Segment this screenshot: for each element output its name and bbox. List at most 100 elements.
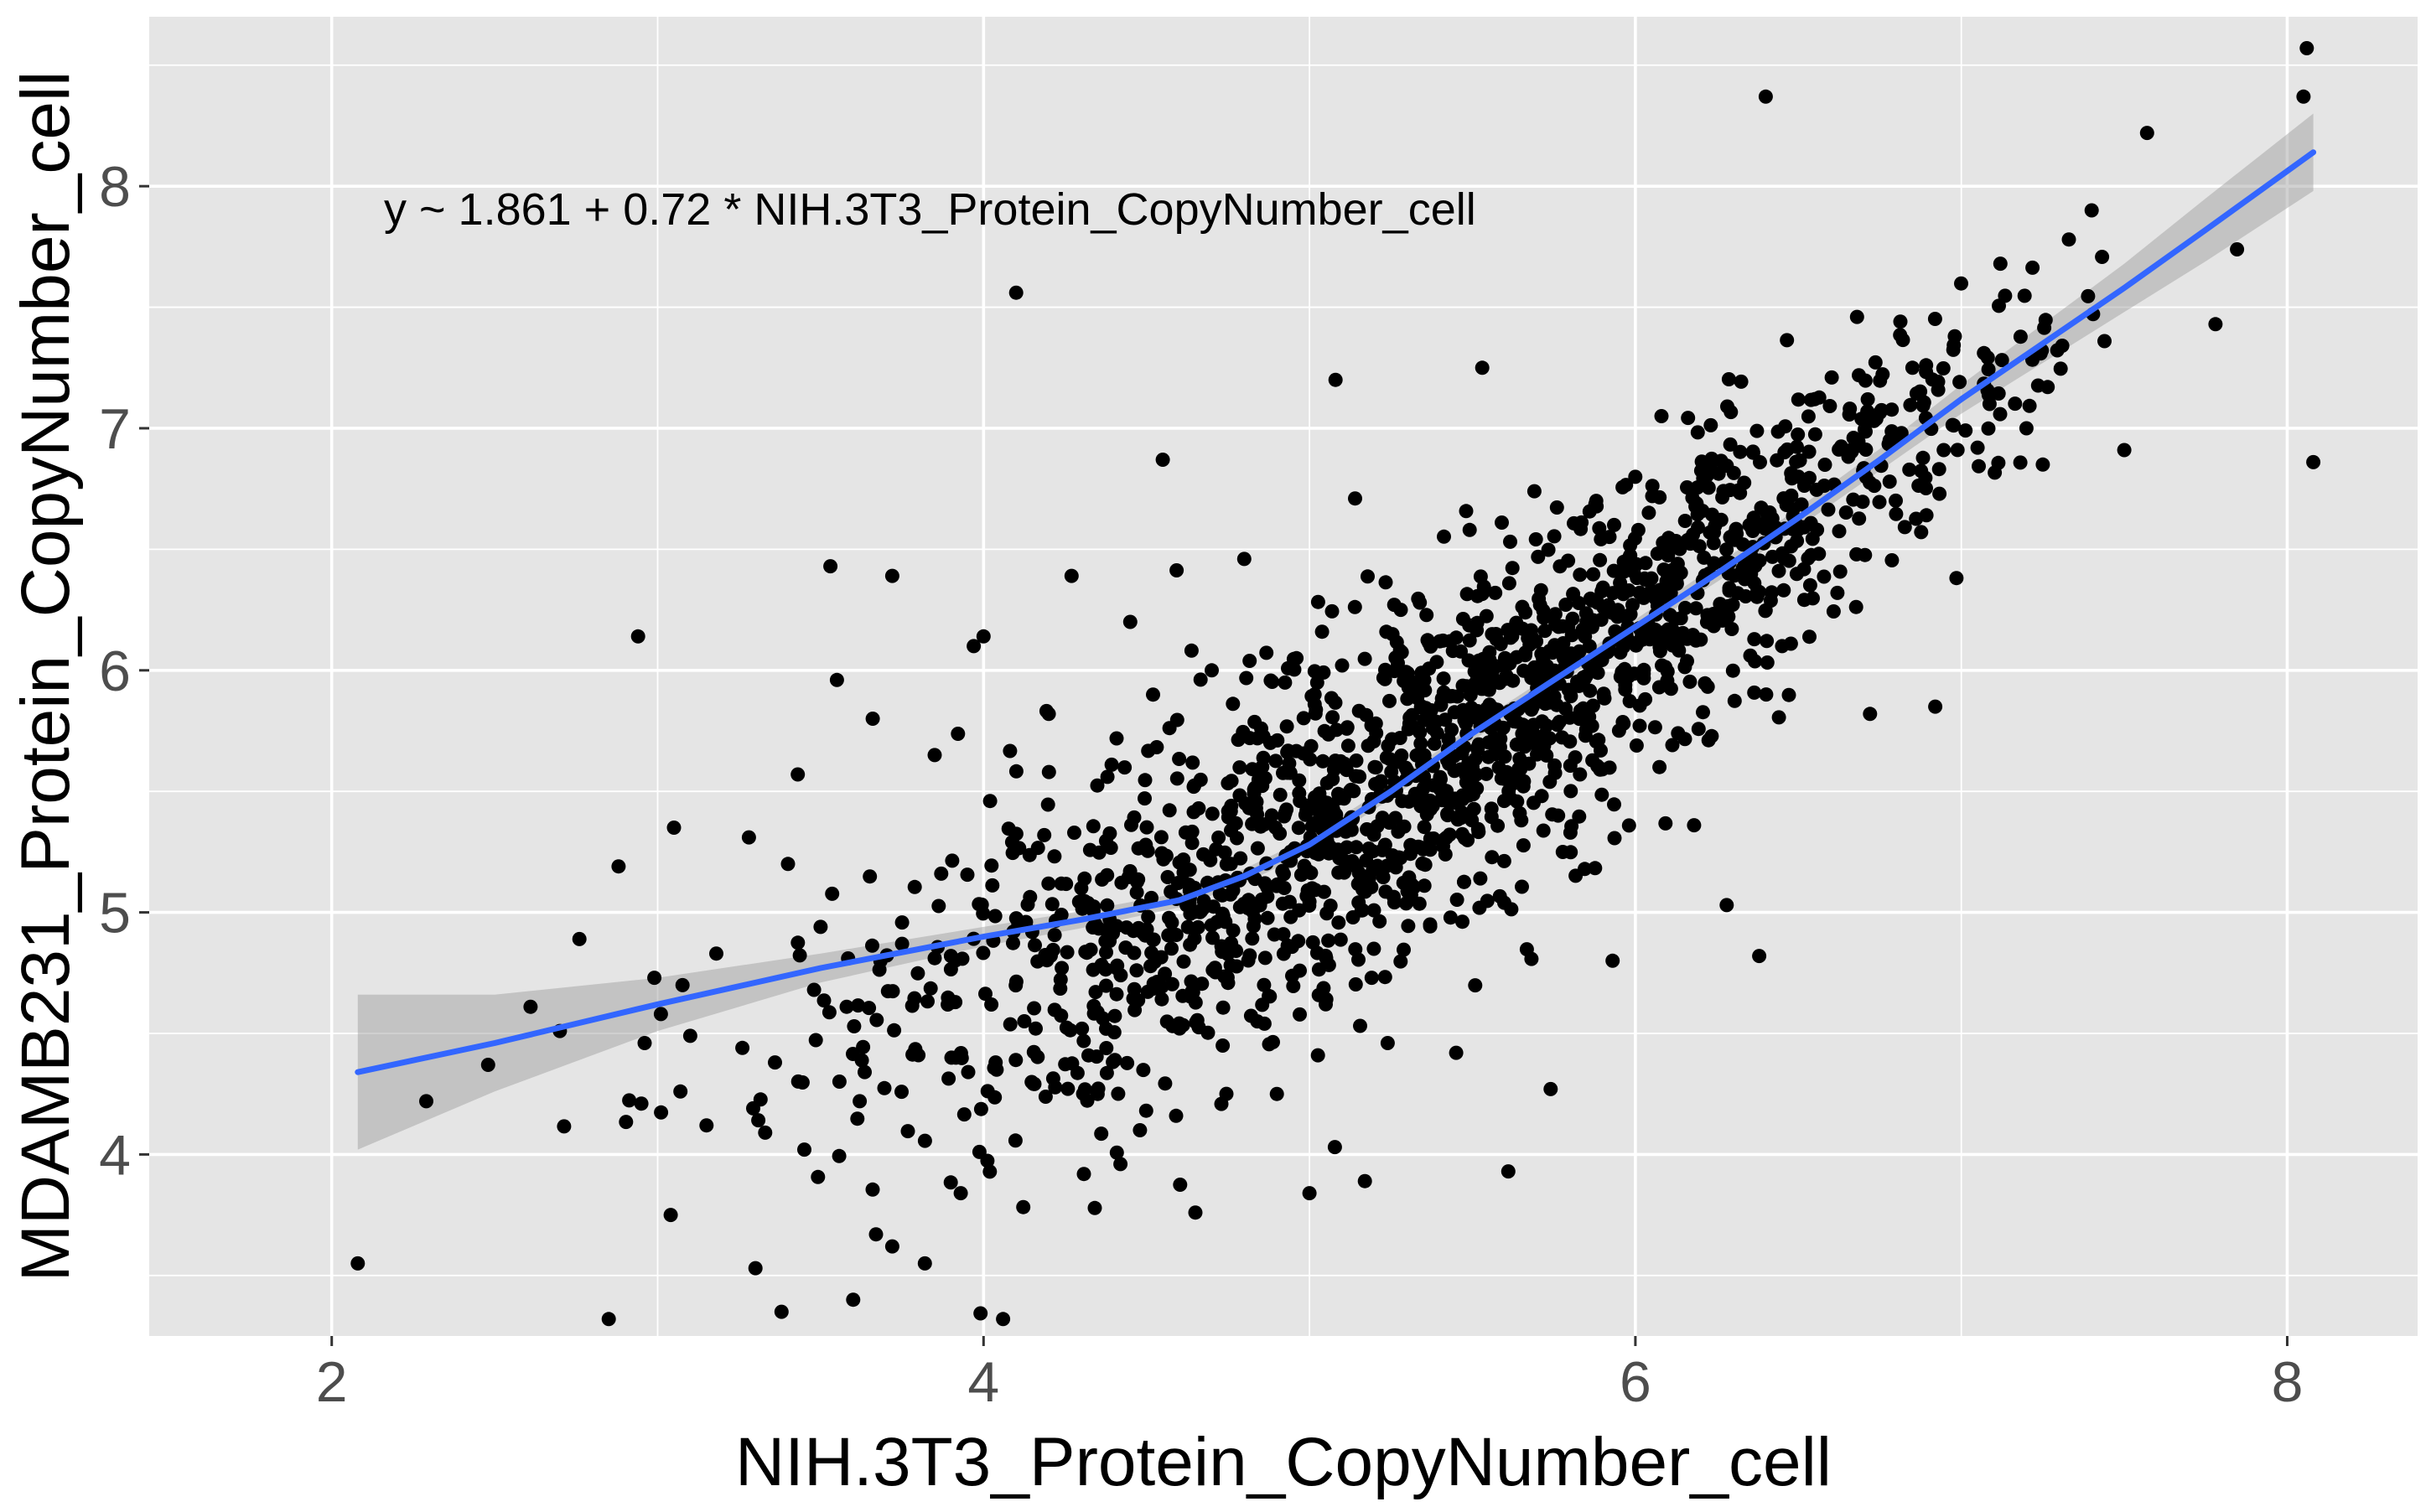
data-point	[1485, 701, 1501, 716]
data-point	[1486, 733, 1501, 748]
data-point	[1037, 827, 1052, 842]
data-point	[1530, 747, 1544, 762]
data-point	[1361, 841, 1376, 856]
data-point	[1669, 629, 1684, 645]
data-point	[1994, 353, 2009, 368]
data-point	[967, 639, 982, 654]
data-point	[1314, 624, 1330, 639]
data-point	[1723, 437, 1738, 452]
data-point	[987, 909, 1003, 924]
x-tick-label: 2	[316, 1350, 348, 1414]
data-point	[1260, 910, 1275, 925]
data-point	[1185, 755, 1200, 770]
data-point	[1411, 591, 1426, 606]
data-point	[1136, 1063, 1151, 1078]
y-tick-label: 6	[99, 639, 131, 703]
data-point	[1236, 724, 1251, 739]
data-point	[1193, 672, 1208, 687]
data-point	[960, 867, 975, 883]
data-point	[1393, 954, 1408, 969]
data-point	[1221, 776, 1236, 790]
data-point	[1670, 557, 1685, 572]
data-point	[1409, 789, 1424, 804]
data-point	[1311, 962, 1326, 977]
data-point	[948, 995, 963, 1010]
data-point	[1437, 529, 1451, 544]
data-point	[851, 998, 866, 1013]
data-point	[1236, 897, 1252, 911]
data-point	[1353, 1018, 1367, 1033]
data-point	[1017, 1014, 1032, 1028]
data-point	[1030, 1049, 1045, 1064]
data-point	[917, 1133, 932, 1148]
data-point	[1169, 563, 1184, 577]
data-point	[1304, 866, 1319, 880]
data-point	[996, 1312, 1011, 1327]
data-point	[1527, 484, 1542, 499]
data-point	[1040, 797, 1055, 812]
data-point	[1915, 450, 1931, 465]
data-point	[1645, 479, 1660, 494]
data-point	[1325, 801, 1340, 816]
data-point	[1269, 1086, 1284, 1101]
data-point	[1184, 974, 1199, 989]
data-point	[2208, 317, 2223, 332]
data-point	[1781, 687, 1796, 702]
data-point	[1045, 942, 1060, 957]
x-tick-label: 4	[967, 1350, 999, 1414]
data-point	[1212, 887, 1227, 901]
data-point	[1719, 542, 1734, 557]
data-point	[1347, 599, 1362, 614]
data-point	[1730, 483, 1745, 498]
data-point	[653, 1007, 668, 1022]
data-point	[1324, 603, 1340, 619]
data-point	[1377, 970, 1392, 985]
data-point	[1914, 463, 1929, 479]
data-point	[2055, 339, 2070, 353]
data-point	[1006, 935, 1020, 950]
data-point	[1176, 954, 1191, 969]
data-point	[1188, 1205, 1203, 1220]
data-point	[1903, 397, 1918, 412]
y-tick-label: 4	[99, 1123, 131, 1187]
data-point	[1099, 1041, 1114, 1055]
data-point	[1319, 997, 1333, 1012]
data-point	[1567, 515, 1581, 531]
data-point	[829, 672, 844, 687]
data-point	[1397, 942, 1411, 957]
data-point	[832, 1148, 847, 1163]
data-point	[1919, 365, 1934, 380]
data-point	[1298, 807, 1313, 822]
data-point	[1418, 701, 1433, 716]
data-point	[1432, 777, 1447, 792]
data-point	[1003, 743, 1018, 759]
data-point	[1233, 851, 1248, 866]
data-point	[1729, 521, 1744, 536]
data-point	[1389, 754, 1404, 769]
data-point	[419, 1094, 433, 1109]
data-point	[1677, 514, 1692, 528]
data-point	[1641, 505, 1656, 520]
data-point	[1333, 932, 1348, 947]
data-point	[984, 997, 999, 1012]
data-point	[1359, 707, 1374, 722]
data-point	[1404, 719, 1419, 733]
data-point	[1708, 518, 1723, 533]
data-point	[1433, 697, 1449, 712]
data-point	[780, 857, 796, 872]
data-point	[1023, 889, 1038, 904]
data-point	[1117, 760, 1133, 775]
data-point	[1958, 423, 1973, 438]
data-point	[978, 986, 993, 1002]
data-point	[1780, 333, 1795, 348]
data-point	[1858, 424, 1873, 439]
data-point	[972, 1144, 987, 1159]
data-point	[847, 1019, 862, 1033]
data-point	[1133, 1123, 1148, 1137]
data-point	[1654, 409, 1669, 423]
data-point	[1155, 453, 1170, 467]
data-point	[1931, 462, 1946, 477]
data-point	[1100, 898, 1115, 913]
data-point	[1771, 563, 1786, 578]
data-point	[2230, 242, 2245, 256]
